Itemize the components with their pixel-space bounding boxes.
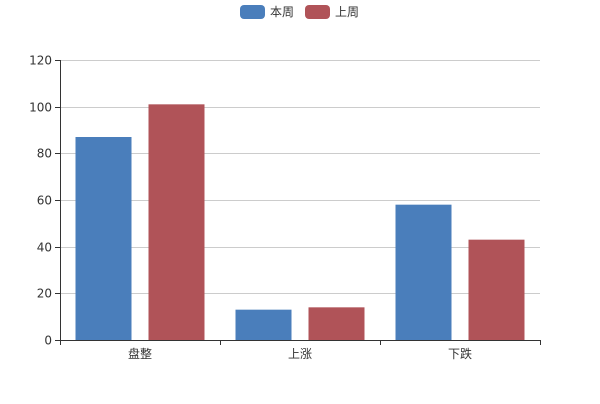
legend-item-last-week[interactable]: 上周 [305,5,359,19]
legend-item-this-week[interactable]: 本周 [240,5,294,19]
legend-swatch [240,5,265,19]
x-tick-label: 上涨 [288,346,312,361]
y-tick-label: 20 [37,287,52,301]
bar-last-week-0[interactable] [148,104,205,340]
y-tick-label: 100 [29,101,52,115]
y-tick-label: 80 [37,147,52,161]
x-tick-label: 下跌 [448,346,472,361]
legend-swatch [305,5,330,19]
bar-this-week-2[interactable] [395,204,452,340]
bar-this-week-1[interactable] [235,309,292,340]
y-tick-label: 120 [29,54,52,68]
legend[interactable]: 本周 上周 [240,5,359,19]
grid-lines [60,60,540,294]
legend-label: 上周 [335,5,359,19]
y-tick-label: 40 [37,241,52,255]
axes: 0 20 40 60 80 100 120 盘整 上涨 下跌 [29,54,541,361]
bar-last-week-1[interactable] [308,307,365,340]
bars [75,104,525,340]
bar-this-week-0[interactable] [75,137,132,340]
legend-label: 本周 [270,5,294,19]
y-tick-label: 60 [37,194,52,208]
y-tick-label: 0 [44,334,52,348]
x-tick-label: 盘整 [128,346,152,361]
bar-last-week-2[interactable] [468,239,525,340]
